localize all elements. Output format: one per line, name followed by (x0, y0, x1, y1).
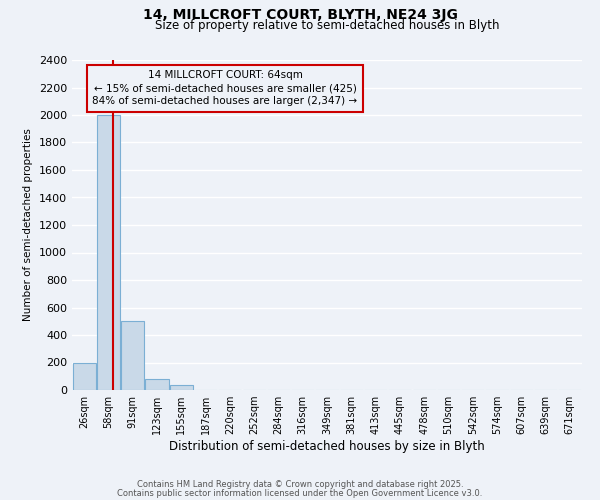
Text: 14, MILLCROFT COURT, BLYTH, NE24 3JG: 14, MILLCROFT COURT, BLYTH, NE24 3JG (143, 8, 457, 22)
Text: Contains HM Land Registry data © Crown copyright and database right 2025.: Contains HM Land Registry data © Crown c… (137, 480, 463, 489)
Bar (170, 385, 193, 390)
Bar (73, 362, 95, 390)
Bar (145, 379, 169, 390)
Text: Contains public sector information licensed under the Open Government Licence v3: Contains public sector information licen… (118, 489, 482, 498)
Y-axis label: Number of semi-detached properties: Number of semi-detached properties (23, 128, 34, 322)
Bar (97, 115, 120, 390)
Text: 14 MILLCROFT COURT: 64sqm
← 15% of semi-detached houses are smaller (425)
84% of: 14 MILLCROFT COURT: 64sqm ← 15% of semi-… (92, 70, 358, 106)
Title: Size of property relative to semi-detached houses in Blyth: Size of property relative to semi-detach… (155, 20, 499, 32)
X-axis label: Distribution of semi-detached houses by size in Blyth: Distribution of semi-detached houses by … (169, 440, 485, 453)
Bar (121, 322, 144, 390)
